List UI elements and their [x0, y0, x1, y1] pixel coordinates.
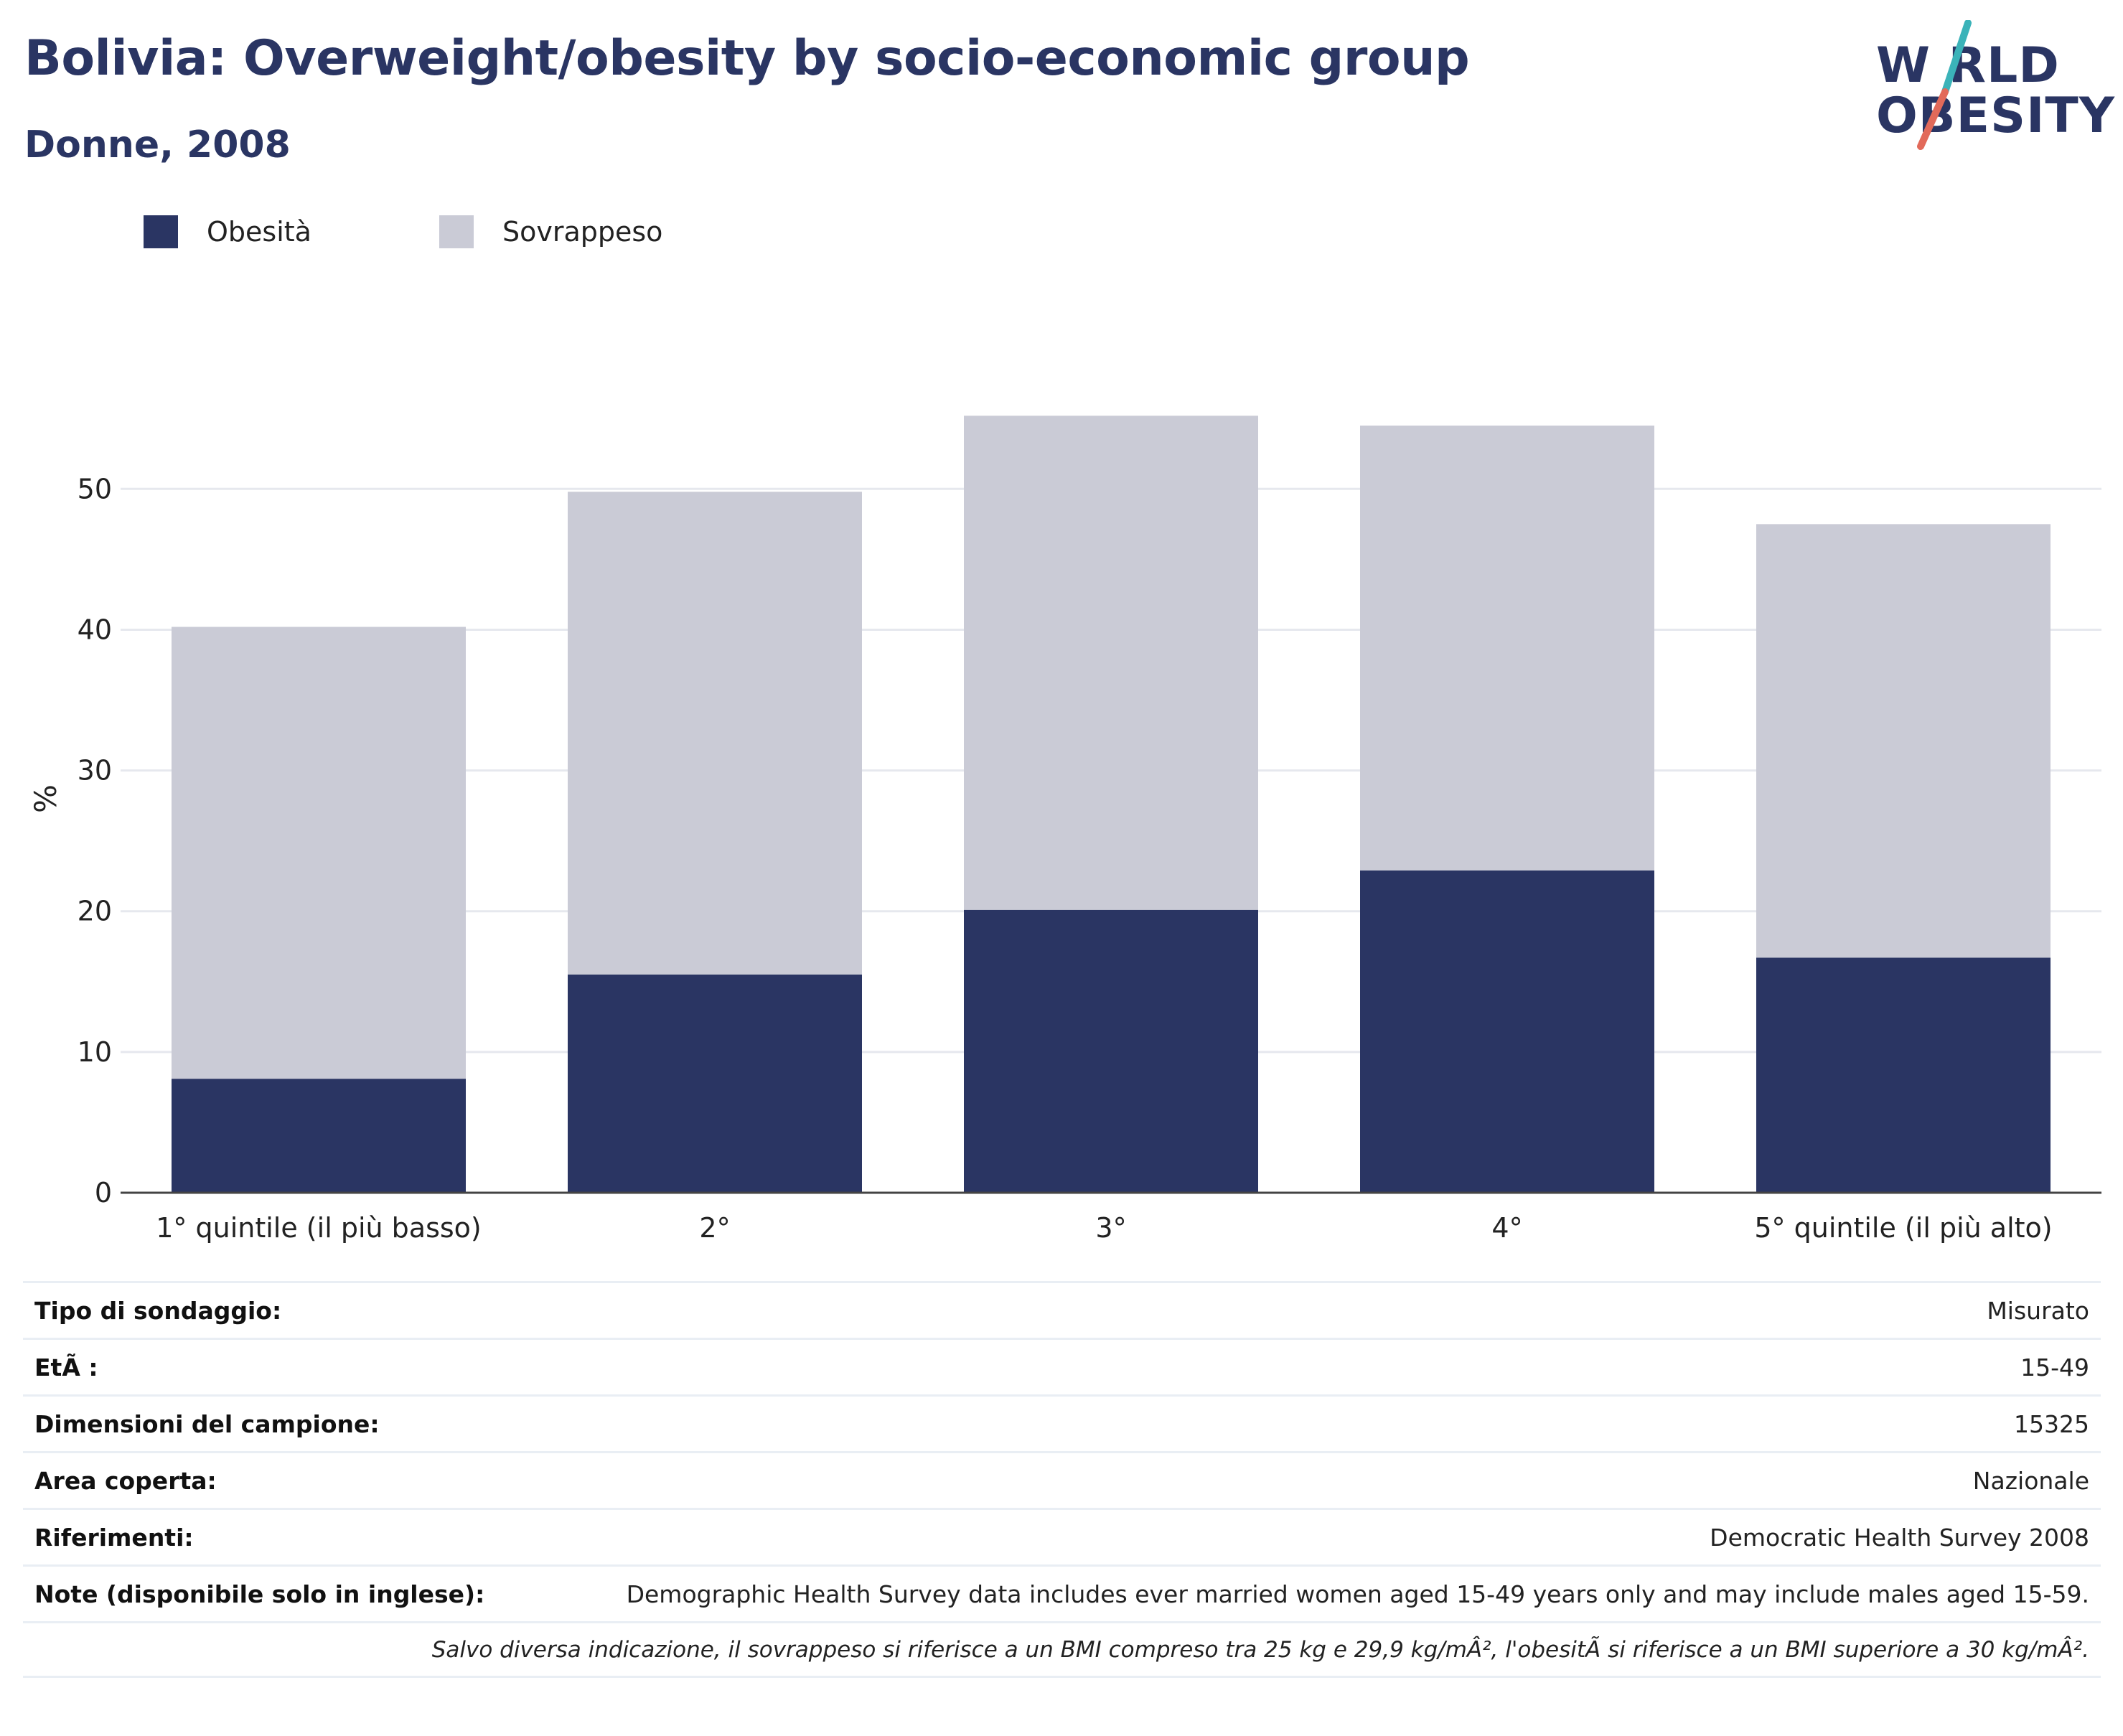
bmi-footnote: Salvo diversa indicazione, il sovrappeso… [431, 1636, 2089, 1663]
info-row-survey-type: Tipo di sondaggio: Misurato [23, 1281, 2101, 1338]
info-value: Demographic Health Survey data includes … [626, 1580, 2089, 1608]
legend-swatch-overweight [439, 215, 474, 248]
info-key: Note (disponibile solo in inglese): [34, 1580, 485, 1608]
bar-overweight [172, 627, 466, 1079]
info-row-notes: Note (disponibile solo in inglese): Demo… [23, 1564, 2101, 1621]
legend-swatch-obesity [144, 215, 178, 248]
info-value: Democratic Health Survey 2008 [1710, 1523, 2089, 1552]
chart-subtitle: Donne, 2008 [24, 123, 291, 166]
bar-overweight [568, 492, 862, 975]
info-row-footnote: Salvo diversa indicazione, il sovrappeso… [23, 1621, 2101, 1678]
x-tick-label: 5° quintile (il più alto) [1754, 1212, 2052, 1244]
x-tick-label: 4° [1491, 1212, 1522, 1244]
y-tick-label: 50 [78, 473, 112, 505]
info-table: Tipo di sondaggio: Misurato EtÃ : 15-49 … [23, 1281, 2101, 1678]
y-tick-label: 40 [78, 614, 112, 645]
logo-line-world: W RLD [1876, 37, 2060, 94]
info-key: EtÃ : [34, 1353, 98, 1381]
info-row-age: EtÃ : 15-49 [23, 1338, 2101, 1394]
bar-chart: 0 10 20 30 40 50% 1° quintile (il più basso) 2°… [28, 416, 2101, 1244]
info-value: Misurato [1987, 1296, 2089, 1325]
legend-label-overweight: Sovrappeso [502, 216, 663, 248]
bar-obesity [964, 909, 1258, 1193]
bar-obesity [172, 1079, 466, 1193]
info-key: Dimensioni del campione: [34, 1409, 380, 1438]
y-tick-label: 10 [78, 1036, 112, 1068]
legend-label-obesity: Obesità [207, 216, 311, 248]
bar-obesity [1360, 870, 1654, 1193]
legend-item-overweight[interactable]: Sovrappeso [439, 215, 662, 248]
info-key: Riferimenti: [34, 1523, 194, 1552]
logo-line-obesity: OBESITY [1876, 88, 2115, 144]
info-row-references: Riferimenti: Democratic Health Survey 20… [23, 1508, 2101, 1564]
chart-title: Bolivia: Overweight/obesity by socio-eco… [24, 30, 1470, 87]
x-tick-label: 2° [699, 1212, 730, 1244]
legend-item-obesity[interactable]: Obesità [144, 215, 311, 248]
info-row-sample-size: Dimensioni del campione: 15325 [23, 1394, 2101, 1451]
info-key: Tipo di sondaggio: [34, 1296, 282, 1325]
x-tick-label: 3° [1095, 1212, 1126, 1244]
info-value: 15325 [2014, 1409, 2089, 1438]
bar-overweight [1360, 426, 1654, 871]
info-row-area: Area coperta: Nazionale [23, 1451, 2101, 1508]
y-tick-label: 0 [95, 1177, 112, 1209]
y-axis-label: % [28, 784, 63, 813]
info-value: 15-49 [2020, 1353, 2089, 1381]
y-tick-label: 20 [78, 896, 112, 927]
world-obesity-logo: W RLD OBESITY [1866, 20, 2114, 156]
bar-obesity [1756, 957, 2051, 1193]
y-tick-label: 30 [78, 755, 112, 787]
bar-overweight [1756, 524, 2051, 958]
info-value: Nazionale [1972, 1466, 2089, 1495]
bar-obesity [568, 974, 862, 1193]
info-key: Area coperta: [34, 1466, 217, 1495]
bar-overweight [964, 416, 1258, 910]
logo-slash-icon [1917, 20, 1972, 150]
x-tick-label: 1° quintile (il più basso) [156, 1212, 482, 1244]
